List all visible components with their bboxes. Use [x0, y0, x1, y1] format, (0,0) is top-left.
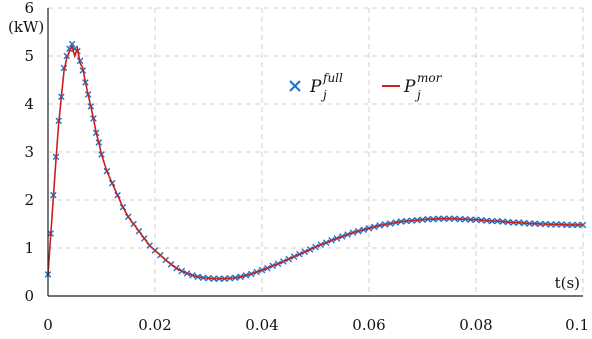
legend-subscript: j — [414, 88, 421, 102]
x-axis-label: t(s) — [555, 274, 580, 292]
y-tick-label: 6 — [24, 0, 34, 17]
legend-symbol: P — [403, 77, 416, 97]
series-line — [47, 44, 583, 280]
legend-superscript: mor — [417, 71, 443, 85]
x-tick-label: 0.08 — [459, 316, 492, 334]
x-tick-label: 0.02 — [138, 316, 171, 334]
legend-symbol: P — [309, 77, 322, 97]
grid-lines — [48, 7, 584, 296]
legend-marker-swatch — [289, 80, 301, 92]
series-2 — [47, 44, 583, 280]
y-tick-label: 0 — [24, 287, 34, 305]
x-tick-label: 0.06 — [352, 316, 385, 334]
x-tick-label: 0.04 — [245, 316, 278, 334]
data-point-marker — [68, 40, 76, 48]
y-tick-label: 1 — [24, 239, 34, 257]
tick-labels: 0 1 2 3 4 5 6 0 0.02 0.04 0.06 0.08 0.1 — [24, 0, 589, 334]
y-tick-label: 5 — [24, 47, 34, 65]
x-tick-label: 0.1 — [565, 316, 589, 334]
x-tick-label: 0 — [43, 316, 53, 334]
y-axis-label: (kW) — [8, 18, 44, 36]
y-tick-label: 3 — [24, 143, 34, 161]
axes — [47, 8, 583, 297]
series-group — [44, 40, 587, 283]
y-tick-label: 4 — [24, 95, 34, 113]
y-tick-label: 2 — [24, 191, 34, 209]
legend-subscript: j — [320, 88, 327, 102]
legend-superscript: full — [322, 71, 343, 85]
